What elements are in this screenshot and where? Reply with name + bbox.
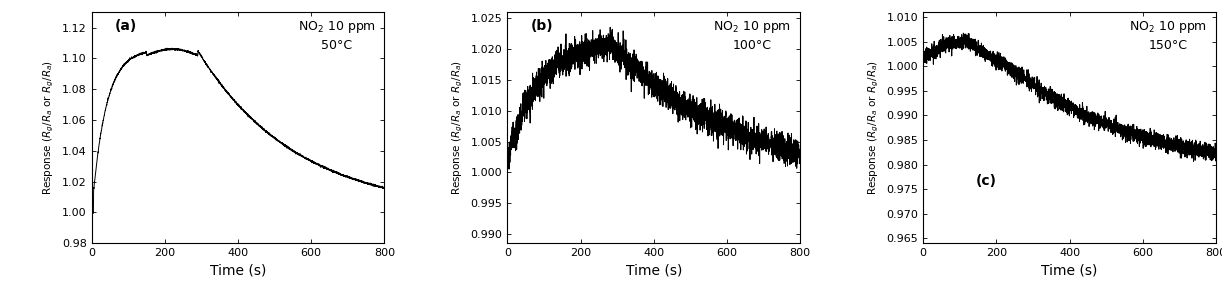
Y-axis label: Response ($R_g$/$R_a$ or $R_g$/$R_a$): Response ($R_g$/$R_a$ or $R_g$/$R_a$) xyxy=(42,60,56,195)
Text: (a): (a) xyxy=(115,19,137,33)
Y-axis label: Response ($R_g$/$R_a$ or $R_g$/$R_a$): Response ($R_g$/$R_a$ or $R_g$/$R_a$) xyxy=(866,60,881,195)
Text: NO$_2$ 10 ppm
50°C: NO$_2$ 10 ppm 50°C xyxy=(298,19,375,52)
X-axis label: Time (s): Time (s) xyxy=(1041,264,1097,278)
Text: (c): (c) xyxy=(976,174,997,188)
Text: NO$_2$ 10 ppm
100°C: NO$_2$ 10 ppm 100°C xyxy=(714,19,792,52)
Text: (b): (b) xyxy=(530,19,554,33)
Text: NO$_2$ 10 ppm
150°C: NO$_2$ 10 ppm 150°C xyxy=(1129,19,1207,52)
X-axis label: Time (s): Time (s) xyxy=(210,264,266,278)
Y-axis label: Response ($R_g$/$R_a$ or $R_g$/$R_a$): Response ($R_g$/$R_a$ or $R_g$/$R_a$) xyxy=(451,60,466,195)
X-axis label: Time (s): Time (s) xyxy=(626,264,682,278)
